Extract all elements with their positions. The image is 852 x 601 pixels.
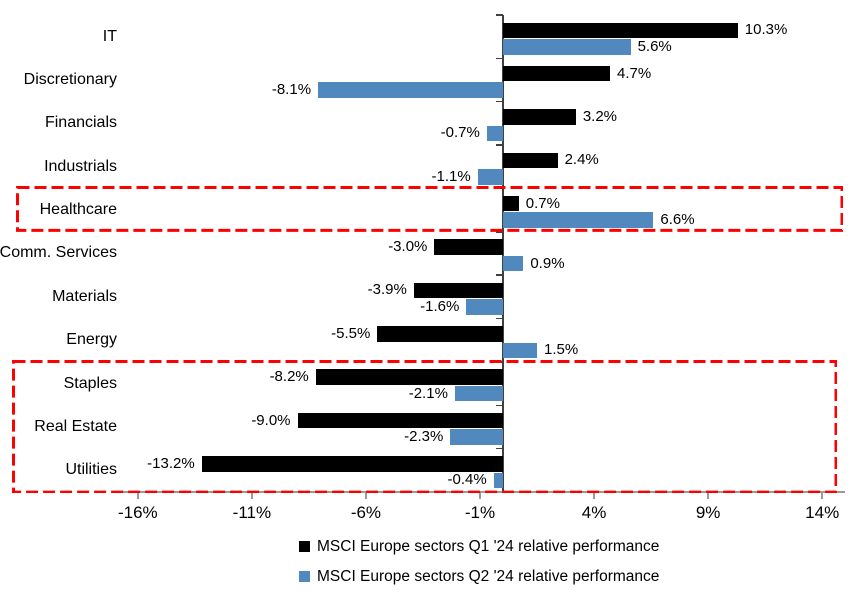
category-axis-tick <box>495 361 503 363</box>
bar-q2 <box>502 255 524 272</box>
bar-q2 <box>493 472 503 489</box>
category-label: Materials <box>52 287 117 305</box>
category-axis-tick <box>495 14 503 16</box>
bar-q2 <box>477 169 503 185</box>
category-axis-tick <box>495 404 503 407</box>
value-axis-tick <box>479 492 481 499</box>
bar-q2 <box>502 212 654 228</box>
bar-q1 <box>502 109 576 125</box>
value-axis-tick-label: 9% <box>695 503 721 522</box>
legend-swatch-q2-icon <box>299 571 310 582</box>
bar-q1 <box>413 282 503 299</box>
bar-q1 <box>502 65 611 82</box>
bar-value-label: 5.6% <box>637 37 672 55</box>
category-label: Energy <box>66 331 117 349</box>
bar-value-label: -5.5% <box>331 324 371 342</box>
category-axis-tick <box>495 231 503 233</box>
legend-item-q1: MSCI Europe sectors Q1 '24 relative perf… <box>299 536 659 557</box>
category-label: IT <box>102 27 117 45</box>
category-axis-tick <box>495 57 503 60</box>
category-axis-tick <box>495 187 503 190</box>
value-axis-tick <box>365 492 367 499</box>
legend-swatch-q1-icon <box>299 541 310 552</box>
bar-value-label: -9.0% <box>251 411 291 429</box>
category-axis-tick <box>495 447 503 450</box>
legend-item-q2: MSCI Europe sectors Q2 '24 relative perf… <box>299 566 659 587</box>
category-label: Industrials <box>44 157 117 175</box>
value-axis-tick <box>593 492 595 499</box>
bar-q1 <box>315 369 503 385</box>
bar-value-label: -13.2% <box>147 454 195 472</box>
category-axis-tick <box>495 144 503 146</box>
bar-value-label: -2.1% <box>408 384 448 402</box>
category-label: Utilities <box>65 461 117 479</box>
value-axis-tick <box>137 492 139 499</box>
category-axis-tick <box>495 274 503 276</box>
bar-value-label: -8.2% <box>269 368 309 386</box>
bar-q2 <box>502 39 631 55</box>
bar-q2 <box>486 125 503 142</box>
value-axis-tick-label: -16% <box>117 503 158 522</box>
legend: MSCI Europe sectors Q1 '24 relative perf… <box>299 536 659 587</box>
bar-value-label: 6.6% <box>660 211 695 229</box>
bar-value-label: -3.9% <box>367 281 407 299</box>
bar-value-label: -3.0% <box>388 238 428 256</box>
bar-value-label: -1.1% <box>431 167 471 185</box>
bar-value-label: -0.7% <box>440 124 480 142</box>
bar-q1 <box>502 152 558 169</box>
bar-q2 <box>318 82 503 98</box>
legend-label-q1: MSCI Europe sectors Q1 '24 relative perf… <box>317 537 660 555</box>
category-axis-tick <box>495 317 503 320</box>
value-axis-tick-label: -6% <box>350 503 382 522</box>
legend-label-q2: MSCI Europe sectors Q2 '24 relative perf… <box>317 567 660 585</box>
bar-value-label: -1.6% <box>420 297 460 315</box>
value-axis-tick <box>251 492 253 499</box>
category-label: Comm. Services <box>0 244 117 262</box>
bar-value-label: -2.3% <box>404 428 444 446</box>
bar-value-label: 10.3% <box>744 21 788 39</box>
bar-q2 <box>502 342 538 359</box>
bar-q1 <box>377 326 503 342</box>
bar-q1 <box>502 195 519 212</box>
value-axis-tick <box>707 492 709 499</box>
value-axis-tick-label: 14% <box>805 503 840 522</box>
bar-q1 <box>297 412 503 429</box>
category-label: Healthcare <box>39 201 117 219</box>
category-axis-tick <box>495 100 503 103</box>
bar-q1 <box>201 456 503 472</box>
value-axis-tick-label: 4% <box>581 503 607 522</box>
bar-value-label: -0.4% <box>447 471 487 489</box>
bar-value-label: 0.7% <box>525 194 560 212</box>
category-label: Financials <box>44 114 117 132</box>
bar-q2 <box>466 299 503 315</box>
bar-value-label: 3.2% <box>582 107 618 125</box>
bar-q2 <box>454 385 503 402</box>
highlight-box <box>15 186 843 233</box>
bar-value-label: 4.7% <box>617 64 652 82</box>
category-label: Staples <box>63 374 117 392</box>
bar-value-label: 0.9% <box>530 254 565 272</box>
highlight-box-outline-icon <box>15 186 843 233</box>
value-axis-tick-label: -1% <box>464 503 496 522</box>
bar-q1 <box>502 22 738 38</box>
bar-value-label: 1.5% <box>544 341 579 359</box>
category-axis-line <box>501 15 504 492</box>
bar-value-label: -8.1% <box>271 81 312 99</box>
bar-q1 <box>434 239 503 255</box>
value-axis-tick-label: -11% <box>232 503 272 522</box>
category-label: Discretionary <box>23 71 117 89</box>
category-label: Real Estate <box>34 417 117 435</box>
value-axis-tick <box>821 492 823 499</box>
bar-q2 <box>450 429 503 445</box>
bar-value-label: 2.4% <box>564 151 599 169</box>
